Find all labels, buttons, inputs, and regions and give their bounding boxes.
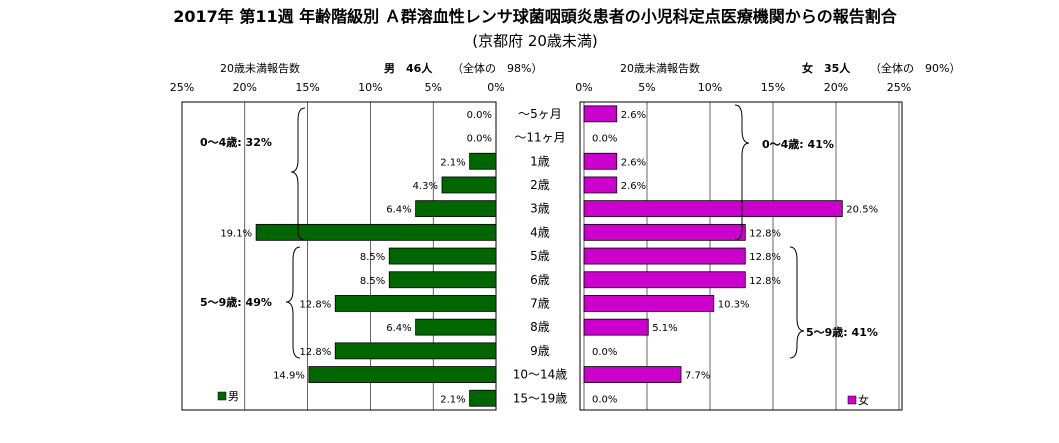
male-bar <box>441 176 497 194</box>
male-legend-swatch <box>217 391 227 401</box>
category-label: 10～14歳 <box>513 368 568 382</box>
category-label: 3歳 <box>530 202 550 216</box>
female-plot-area <box>579 101 903 411</box>
category-label: 15～19歳 <box>513 391 568 405</box>
female-data-label: 5.1% <box>652 323 677 334</box>
female-bar <box>583 366 682 383</box>
female-data-label: 2.6% <box>621 110 646 121</box>
male-data-label: 6.4% <box>386 323 411 334</box>
male-data-label: 12.8% <box>299 299 331 310</box>
male-0-4-annotation: 0～4歳: 32% <box>200 135 272 149</box>
female-data-label: 20.5% <box>846 205 878 216</box>
male-data-label: 2.1% <box>440 157 465 168</box>
male-5-9-annotation: 5～9歳: 49% <box>200 295 272 309</box>
female-bar <box>583 295 715 312</box>
female-data-label: 10.3% <box>718 299 750 310</box>
data-labels: 0.0% 2.6% 0.0% 0.0% 2.1% 2.6% 4.3% 2.6% 6.4% 20.5… <box>220 110 878 405</box>
male-axis-tick-label: 0% <box>487 81 504 94</box>
female-bracket-0-4 <box>734 104 750 241</box>
female-axis-tick-label: 0% <box>575 81 592 94</box>
female-data-label: 7.7% <box>685 371 710 382</box>
female-data-label: 2.6% <box>621 157 646 168</box>
female-bracket-5-9 <box>789 246 805 359</box>
female-axis-tick-label: 15% <box>761 81 785 94</box>
male-bar <box>388 247 497 265</box>
male-bar <box>415 318 497 336</box>
female-bar <box>583 176 618 194</box>
female-bar <box>583 223 746 241</box>
female-bar <box>583 271 746 289</box>
male-legend-label: 男 <box>228 390 239 403</box>
male-bar <box>469 152 497 170</box>
male-axis-tick-label: 20% <box>233 81 257 94</box>
male-header-count: 男 46人 <box>384 61 433 75</box>
female-legend-label: 女 <box>858 393 869 407</box>
male-axis-tick-label: 15% <box>295 81 319 94</box>
female-header-count: 女 35人 <box>802 61 851 75</box>
male-data-label: 0.0% <box>467 134 492 145</box>
category-label: 1歳 <box>530 154 550 168</box>
female-bar <box>583 105 618 123</box>
male-bar <box>469 389 497 407</box>
category-label: 5歳 <box>530 249 550 263</box>
male-bar <box>415 200 497 218</box>
chart-title: 2017年 第11週 年齢階級別 Ａ群溶血性レンサ球菌咽頭炎患者の小児科定点医療… <box>173 7 898 26</box>
female-data-label: 0.0% <box>592 347 617 358</box>
category-label: ～5ヶ月 <box>518 107 562 121</box>
female-bar <box>583 318 649 336</box>
category-label: 8歳 <box>530 320 550 334</box>
female-5-9-annotation: 5～9歳: 41% <box>806 325 878 339</box>
male-data-label: 4.3% <box>413 181 438 192</box>
axis-ticks: 25% 20% 15% 10% 5% 0% 0% 5% 10% 15% 20% 25% <box>170 81 911 94</box>
female-header-label: 20歳未満報告数 <box>620 62 700 75</box>
category-label: 9歳 <box>530 344 550 358</box>
female-axis-tick-label: 20% <box>824 81 848 94</box>
chart-subtitle: (京都府 20歳未満) <box>472 32 598 50</box>
male-header-label: 20歳未満報告数 <box>220 62 300 75</box>
male-bracket-0-4 <box>290 107 306 241</box>
male-data-label: 0.0% <box>467 110 492 121</box>
male-bar <box>334 295 497 312</box>
female-axis-tick-label: 25% <box>887 81 911 94</box>
female-data-label: 2.6% <box>621 181 646 192</box>
male-bracket-5-9 <box>285 246 301 359</box>
male-data-label: 12.8% <box>299 347 331 358</box>
male-bar <box>255 223 497 241</box>
female-header-share: （全体の 90%） <box>870 61 960 75</box>
male-header-share: （全体の 98%） <box>452 61 542 75</box>
female-bar <box>583 200 843 218</box>
category-label: 4歳 <box>530 225 550 239</box>
category-labels: ～5ヶ月 ～11ヶ月 1歳 2歳 3歳 4歳 5歳 6歳 7歳 8歳 9歳 10～14歳 15～19歳 <box>513 107 568 405</box>
male-axis-tick-label: 10% <box>358 81 382 94</box>
female-data-label: 0.0% <box>592 394 617 405</box>
male-data-label: 2.1% <box>440 394 465 405</box>
category-label: 6歳 <box>530 273 550 287</box>
male-data-label: 19.1% <box>220 228 252 239</box>
bars <box>255 105 843 407</box>
male-bar <box>308 366 497 383</box>
female-data-label: 12.8% <box>749 252 781 263</box>
female-axis-tick-label: 10% <box>698 81 722 94</box>
female-data-label: 12.8% <box>749 276 781 287</box>
female-bar <box>583 152 618 170</box>
male-bar <box>388 271 497 289</box>
male-bar <box>334 342 497 360</box>
male-axis-tick-label: 25% <box>170 81 194 94</box>
male-data-label: 6.4% <box>386 205 411 216</box>
male-axis-tick-label: 5% <box>424 81 441 94</box>
category-label: 2歳 <box>530 178 550 192</box>
female-axis-tick-label: 5% <box>638 81 655 94</box>
female-data-label: 0.0% <box>592 134 617 145</box>
female-bar <box>583 247 746 265</box>
male-data-label: 8.5% <box>360 276 385 287</box>
male-data-label: 14.9% <box>273 371 305 382</box>
category-label: 7歳 <box>530 296 550 310</box>
male-data-label: 8.5% <box>360 252 385 263</box>
female-0-4-annotation: 0～4歳: 41% <box>762 137 834 151</box>
category-label: ～11ヶ月 <box>514 131 565 145</box>
female-data-label: 12.8% <box>749 228 781 239</box>
female-legend-swatch <box>847 395 857 405</box>
